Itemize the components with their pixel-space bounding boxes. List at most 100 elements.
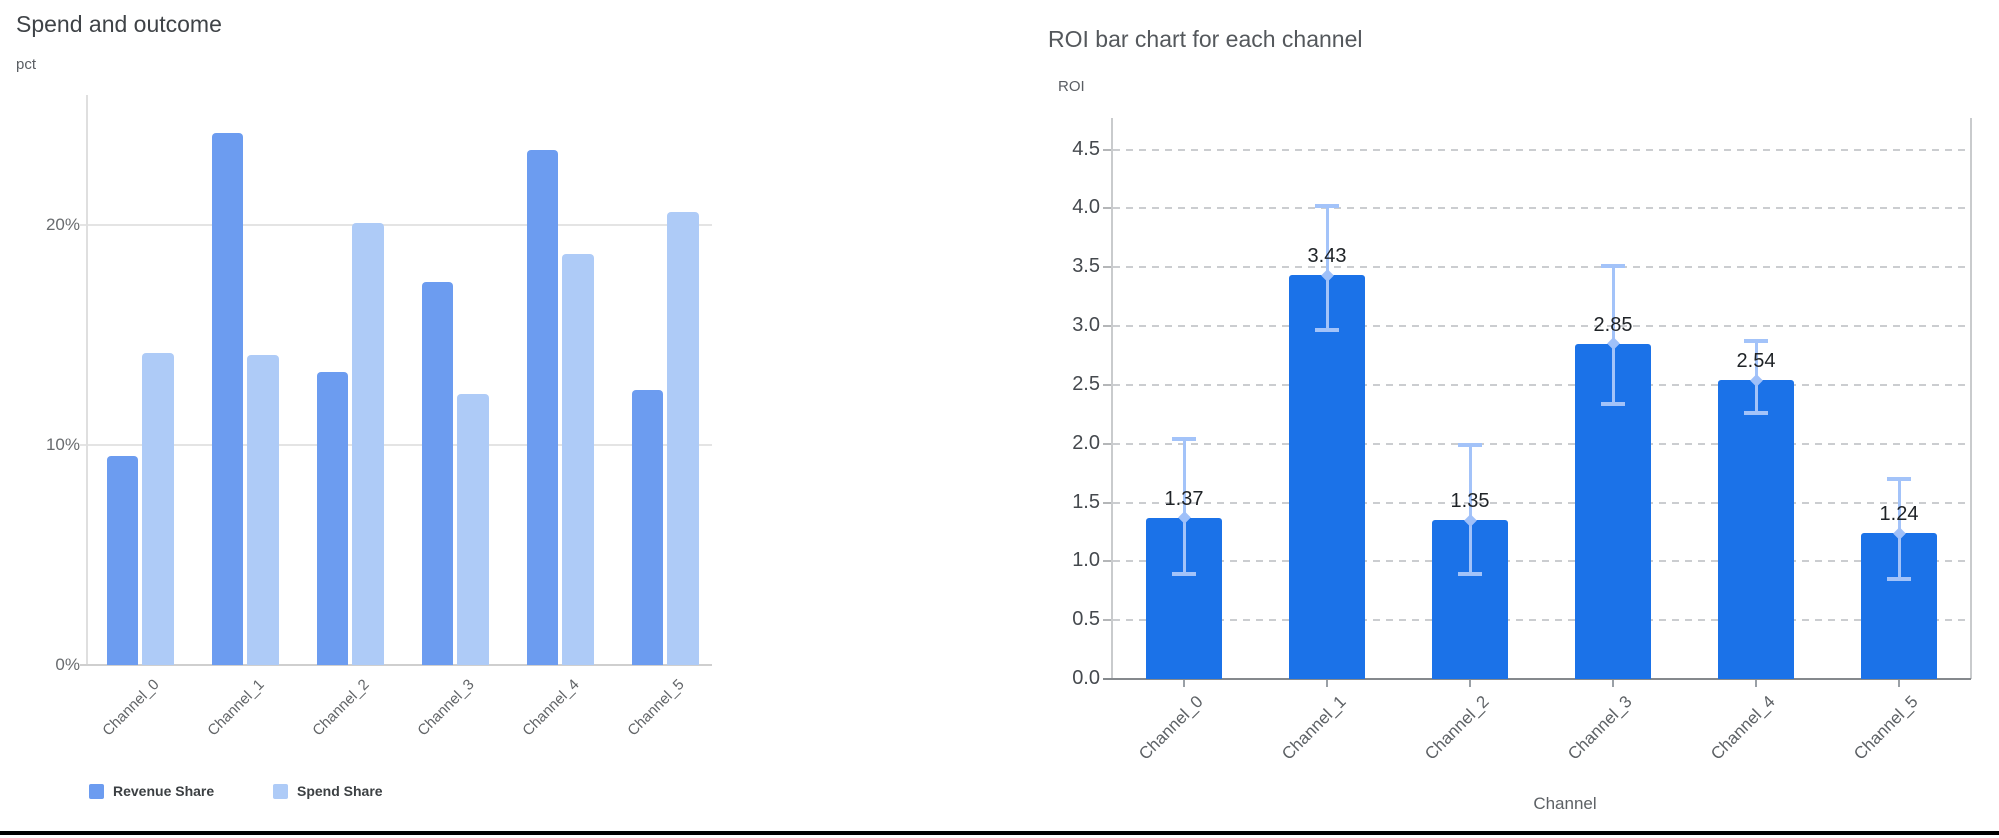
y-tick-label: 3.5 [1072, 255, 1100, 278]
revenue-share-bar [421, 282, 453, 665]
error-bar-marker [1320, 269, 1334, 282]
spend-outcome-chart-title: Spend and outcome [16, 11, 222, 37]
roi-bar [1432, 520, 1508, 679]
error-bar-whisker [1468, 443, 1472, 576]
x-category-label: Channel_3 [1563, 692, 1636, 764]
bar-value-label: 1.24 [1879, 503, 1919, 526]
gridline [1113, 383, 1970, 386]
error-bar-marker [1892, 526, 1906, 540]
x-category-label: Channel_5 [1849, 692, 1922, 764]
roi-bar [1146, 517, 1222, 679]
error-bar-cap-top [1887, 476, 1911, 481]
x-category-label: Channel_5 [624, 676, 688, 740]
gridline [1113, 207, 1970, 210]
roi-y-axis-label: ROI [1058, 78, 1085, 95]
y-axis-line [86, 95, 88, 665]
error-bar-whisker [1897, 477, 1901, 581]
x-tick-mark [1755, 680, 1757, 687]
gridline [1113, 501, 1970, 504]
error-bar-cap-top [1458, 442, 1482, 447]
y-tick-label: 1.0 [1072, 549, 1100, 572]
x-axis-line [80, 664, 712, 666]
bar-value-label: 2.54 [1736, 350, 1776, 373]
bar-value-label: 1.37 [1164, 487, 1204, 510]
spend-share-bar [246, 354, 279, 665]
x-category-label: Channel_1 [1277, 692, 1350, 764]
roi-bar [1575, 343, 1651, 679]
bar-value-label: 3.43 [1307, 245, 1347, 268]
roi-bar [1289, 275, 1365, 679]
gridline [1113, 266, 1970, 269]
error-bar-whisker [1611, 264, 1615, 405]
x-tick-mark [1898, 680, 1900, 687]
error-bar-whisker [1182, 437, 1186, 576]
error-bar-cap-bottom [1458, 572, 1482, 577]
y-tick-label: 0% [55, 655, 80, 674]
gridline [1113, 619, 1970, 622]
x-tick-mark [1183, 680, 1185, 687]
error-bar-marker [1463, 513, 1477, 527]
legend-item: Spend Share [273, 783, 383, 799]
gridline [80, 444, 712, 446]
bar-value-label: 2.85 [1593, 313, 1633, 336]
x-tick-mark [1469, 680, 1471, 687]
x-tick-mark [1326, 680, 1328, 687]
legend-label: Revenue Share [113, 783, 215, 799]
spend-outcome-y-axis-unit: pct [16, 56, 37, 73]
error-bar-whisker [1325, 204, 1329, 331]
x-category-label: Channel_0 [99, 676, 164, 740]
y-tick-label: 20% [45, 215, 80, 234]
x-category-label: Channel_0 [1134, 692, 1207, 764]
y-tick-mark [1103, 678, 1112, 680]
gridline [1113, 442, 1970, 445]
gridline [1113, 560, 1970, 563]
error-bar-cap-top [1744, 339, 1768, 344]
roi-bar [1718, 380, 1794, 679]
y-tick-mark [1103, 383, 1112, 386]
y-tick-label: 2.5 [1072, 372, 1100, 395]
error-bar-marker [1606, 337, 1620, 351]
y-tick-mark [1103, 148, 1112, 151]
error-bar-cap-bottom [1172, 572, 1196, 577]
y-tick-mark [1103, 266, 1112, 269]
y-tick-label: 1.5 [1072, 490, 1100, 513]
roi-x-axis-title: Channel [1533, 794, 1597, 813]
x-category-label: Channel_1 [204, 676, 268, 740]
x-category-label: Channel_4 [519, 676, 583, 740]
error-bar-cap-bottom [1315, 327, 1339, 332]
roi-bar [1861, 533, 1937, 679]
revenue-share-bar [211, 132, 243, 665]
spend-share-bar [142, 352, 174, 665]
y-tick-label: 4.5 [1072, 137, 1100, 160]
bottom-border-line [0, 831, 1999, 835]
error-bar-cap-top [1315, 203, 1339, 208]
y-tick-mark [1103, 325, 1112, 328]
y-tick-mark [1103, 207, 1112, 210]
x-category-label: Channel_4 [1706, 692, 1779, 764]
y-tick-mark [1103, 560, 1112, 563]
x-tick-mark [1612, 680, 1614, 687]
spend-share-bar [456, 394, 489, 665]
y-axis-line [1111, 118, 1113, 679]
error-bar-marker [1749, 373, 1763, 387]
y-tick-mark [1103, 619, 1112, 622]
y-tick-mark [1103, 501, 1112, 504]
legend-swatch [273, 783, 288, 799]
y-tick-label: 2.0 [1072, 431, 1100, 454]
legend-item: Revenue Share [89, 783, 214, 799]
x-axis-line [1103, 678, 1971, 680]
roi-chart-title: ROI bar chart for each channel [1048, 26, 1363, 52]
spend-share-bar [561, 253, 594, 665]
bar-value-label: 1.35 [1450, 490, 1490, 513]
revenue-share-bar [316, 372, 348, 665]
y-tick-label: 0.0 [1072, 667, 1100, 689]
error-bar-marker [1177, 511, 1191, 525]
gridline [80, 224, 712, 226]
error-bar-cap-top [1172, 436, 1196, 441]
revenue-share-bar [107, 456, 138, 665]
x-category-label: Channel_2 [309, 676, 373, 740]
y-tick-label: 3.0 [1072, 314, 1100, 337]
